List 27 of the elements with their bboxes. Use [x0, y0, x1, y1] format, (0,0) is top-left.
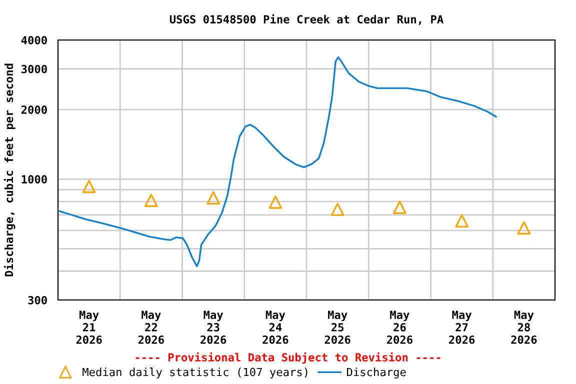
point [455, 214, 468, 228]
y-tick-label: 4000 [21, 36, 47, 44]
point [268, 196, 282, 209]
x-tick-label: May 24 2026 [262, 310, 288, 344]
point [144, 194, 158, 207]
y-tick-label: 3000 [22, 64, 47, 74]
legend-label: Discharge [346, 368, 406, 378]
point [206, 191, 220, 204]
x-tick-label: May 28 2026 [511, 310, 537, 344]
line-series [58, 56, 497, 268]
x-tick-label: May 21 2026 [76, 310, 102, 344]
y-axis-title: Discharge, cubic feet per second [4, 64, 16, 276]
point [330, 202, 344, 216]
chart-title: USGS 01548500 Pine Creek at Cedar Run, PA [170, 14, 444, 25]
x-tick-label: May 25 2026 [324, 310, 350, 344]
y-tick-label: 2000 [21, 106, 47, 114]
point [393, 200, 406, 214]
point [517, 221, 531, 235]
y-tick-label: 1000 [22, 175, 47, 184]
x-tick-label: May 26 2026 [386, 310, 412, 344]
x-tick-label: May 27 2026 [449, 310, 475, 344]
point [82, 180, 96, 194]
legend-label: Median daily statistic (107 years) [82, 368, 308, 378]
y-tick-label: 300 [28, 296, 47, 304]
text: ---- Provisional Data Subject to Revision ---- [136, 352, 440, 364]
x-tick-label: May 22 2026 [138, 310, 164, 344]
x-tick-label: May 23 2026 [200, 310, 226, 344]
